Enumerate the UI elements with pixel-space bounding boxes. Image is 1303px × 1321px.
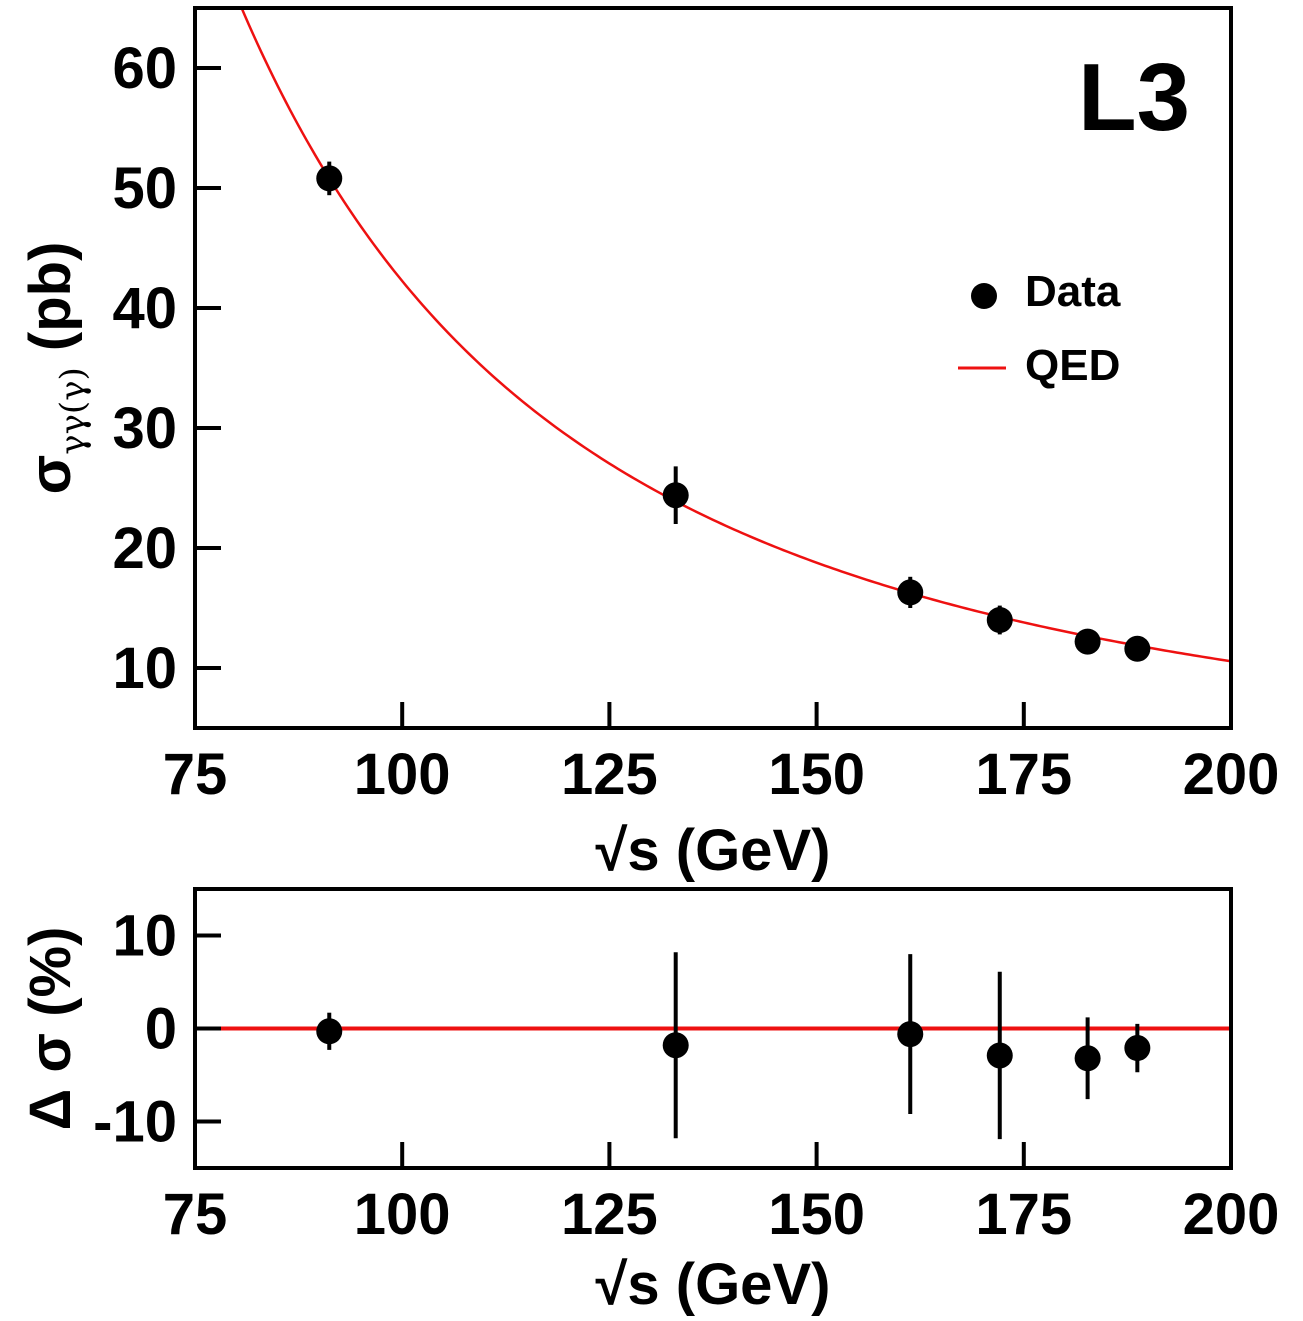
data-point xyxy=(1124,635,1151,662)
y-tick-label: -10 xyxy=(93,1090,177,1155)
experiment-label: L3 xyxy=(1078,44,1190,151)
data-point xyxy=(1124,1035,1151,1062)
y-tick-label: 30 xyxy=(112,396,177,461)
data-point xyxy=(1074,628,1101,655)
y-tick-label: 50 xyxy=(112,156,177,221)
top-panel: 75 100 125 150 175 200 10 20 30 40 50 60 √s (GeV) σγγ… xyxy=(18,6,1280,883)
data-point xyxy=(1074,1045,1101,1072)
y-axis-title: Δ σ (%) xyxy=(18,927,83,1131)
legend-data-marker xyxy=(971,283,997,309)
bottom-panel: 75 100 125 150 175 200 -10 0 10 √s (GeV) Δ σ (%) xyxy=(18,887,1280,1317)
x-axis-title: √s (GeV) xyxy=(596,818,831,883)
y-tick-label: 10 xyxy=(112,636,177,701)
data-point xyxy=(986,1042,1013,1069)
x-tick-label: 200 xyxy=(1183,742,1280,807)
x-tick-label: 200 xyxy=(1183,1182,1280,1247)
plot-frame xyxy=(193,6,1233,730)
x-tick-label: 75 xyxy=(163,742,228,807)
x-tick-label: 150 xyxy=(768,742,865,807)
x-tick-label: 100 xyxy=(354,1182,451,1247)
data-point xyxy=(897,579,924,606)
data-point xyxy=(662,482,689,509)
legend-qed-label: QED xyxy=(1025,341,1120,390)
data-point xyxy=(316,165,343,192)
legend: Data QED xyxy=(958,267,1121,390)
y-tick-label: 10 xyxy=(112,904,177,969)
x-tick-label: 175 xyxy=(975,1182,1072,1247)
y-tick-label: 0 xyxy=(145,997,177,1062)
x-tick-label: 75 xyxy=(163,1182,228,1247)
data-point xyxy=(316,1018,343,1045)
qed-curve xyxy=(240,8,1231,663)
y-tick-label: 20 xyxy=(112,516,177,581)
x-tick-label: 125 xyxy=(561,1182,658,1247)
x-tick-label: 125 xyxy=(561,742,658,807)
y-tick-label: 60 xyxy=(112,36,177,101)
x-tick-label: 100 xyxy=(354,742,451,807)
x-tick-label: 175 xyxy=(975,742,1072,807)
data-point xyxy=(986,607,1013,633)
data-point xyxy=(897,1021,924,1048)
data-point xyxy=(662,1032,689,1059)
y-tick-label: 40 xyxy=(112,276,177,341)
x-tick-label: 150 xyxy=(768,1182,865,1247)
legend-data-label: Data xyxy=(1025,267,1121,316)
y-axis-title: σγγ(γ) (pb) xyxy=(18,242,93,495)
x-axis-title: √s (GeV) xyxy=(596,1252,831,1317)
